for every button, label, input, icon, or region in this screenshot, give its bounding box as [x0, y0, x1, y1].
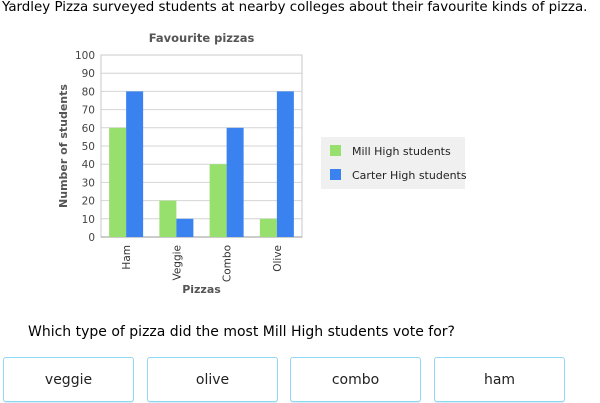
- y-tick-label: 80: [82, 86, 95, 98]
- chart-title: Favourite pizzas: [149, 31, 255, 45]
- bar-ham-series-1: [109, 127, 127, 237]
- legend-label-series-2: Carter High students: [352, 169, 467, 182]
- bar-olive-series-1: [259, 218, 277, 237]
- bar-veggie-series-1: [159, 200, 177, 237]
- y-axis-label: Number of students: [57, 84, 70, 208]
- legend-swatch-series-1: [330, 145, 341, 156]
- y-tick-label: 40: [82, 159, 95, 171]
- y-tick-label: 0: [88, 232, 95, 244]
- y-tick-label: 10: [82, 214, 95, 226]
- bar-chart: Favourite pizzas 0 10 20 30 40 50 60 70 80 90 100 Ha…: [57, 31, 467, 296]
- legend-box: [321, 137, 465, 189]
- bar-olive-series-2: [276, 91, 294, 238]
- x-tick-label: Ham: [121, 245, 133, 270]
- legend-swatch-series-2: [330, 169, 341, 180]
- x-tick-label: Combo: [222, 245, 234, 282]
- bar-combo-series-2: [226, 127, 244, 237]
- answer-button-combo[interactable]: combo: [290, 357, 421, 402]
- y-tick-label: 20: [82, 196, 95, 208]
- legend-label-series-1: Mill High students: [352, 145, 451, 158]
- intro-text: Yardley Pizza surveyed students at nearb…: [2, 0, 588, 15]
- question-text: Which type of pizza did the most Mill Hi…: [28, 324, 455, 340]
- y-tick-label: 70: [82, 105, 95, 117]
- answer-button-olive[interactable]: olive: [147, 357, 278, 402]
- y-tick-label: 100: [75, 50, 95, 62]
- x-tick-label: Veggie: [171, 245, 183, 281]
- x-axis-label: Pizzas: [182, 283, 221, 296]
- bar-veggie-series-2: [176, 218, 194, 237]
- bar-ham-series-2: [126, 91, 144, 238]
- y-tick-label: 50: [82, 141, 95, 153]
- y-tick-label: 30: [82, 177, 95, 189]
- y-tick-label: 90: [82, 68, 95, 80]
- answer-button-ham[interactable]: ham: [434, 357, 565, 402]
- y-tick-label: 60: [82, 123, 95, 135]
- x-tick-label: Olive: [272, 245, 284, 272]
- bar-combo-series-1: [209, 164, 227, 237]
- answer-button-veggie[interactable]: veggie: [3, 357, 134, 402]
